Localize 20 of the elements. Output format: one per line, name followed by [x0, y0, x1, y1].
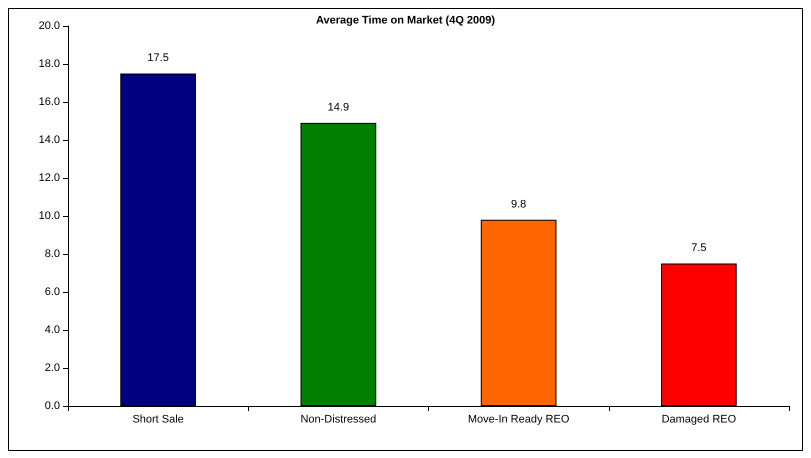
x-tick-label: Move-In Ready REO [468, 414, 570, 426]
data-label: 7.5 [691, 242, 707, 254]
y-tick-label: 0.0 [44, 400, 60, 412]
x-tick-label: Non-Distressed [300, 414, 376, 426]
y-tick-label: 14.0 [38, 134, 60, 146]
y-tick-label: 6.0 [44, 286, 60, 298]
y-tick-label: 8.0 [44, 248, 60, 260]
y-tick-label: 4.0 [44, 324, 60, 336]
x-tick-label: Damaged REO [662, 414, 737, 426]
data-label: 14.9 [328, 101, 350, 114]
y-tick-label: 2.0 [44, 362, 60, 374]
y-tick-label: 12.0 [38, 172, 60, 184]
y-tick-label: 20.0 [38, 20, 60, 32]
y-tick-label: 16.0 [38, 96, 60, 108]
x-tick-label: Short Sale [132, 414, 184, 426]
y-tick-label: 10.0 [38, 210, 60, 222]
y-tick-label: 18.0 [38, 58, 60, 70]
data-label: 9.8 [510, 198, 526, 210]
chart-title: Average Time on Market (4Q 2009) [316, 14, 496, 26]
data-label: 17.5 [147, 52, 169, 64]
